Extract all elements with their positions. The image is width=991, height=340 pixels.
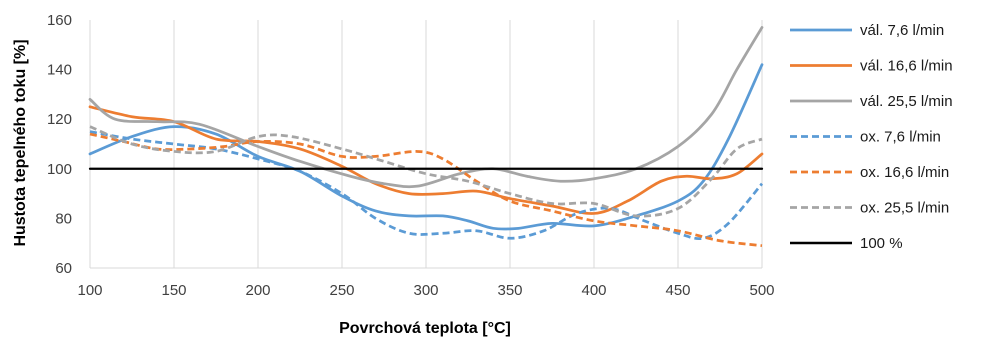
x-tick-label-5: 350 bbox=[497, 282, 522, 299]
legend-label-3: ox. 7,6 l/min bbox=[860, 129, 941, 146]
y-tick-label-2: 100 bbox=[47, 161, 72, 178]
series-line-4 bbox=[89, 132, 763, 248]
y-tick-label-0: 60 bbox=[55, 260, 72, 277]
x-tick-labels: 100 150 200 250 300 350 400 450 500 bbox=[77, 282, 774, 299]
x-tick-label-7: 450 bbox=[665, 282, 690, 299]
series-line-5 bbox=[89, 125, 763, 218]
y-tick-label-3: 120 bbox=[47, 111, 72, 128]
x-tick-label-6: 400 bbox=[581, 282, 606, 299]
x-tick-label-0: 100 bbox=[77, 282, 102, 299]
series-lines bbox=[88, 26, 764, 248]
x-tick-label-2: 200 bbox=[245, 282, 270, 299]
legend-label-6: 100 % bbox=[860, 235, 903, 252]
series-line-2 bbox=[88, 26, 764, 189]
x-tick-label-8: 500 bbox=[749, 282, 774, 299]
legend-label-2: vál. 25,5 l/min bbox=[860, 93, 953, 110]
legend-label-4: ox. 16,6 l/min bbox=[860, 164, 949, 181]
y-tick-label-4: 140 bbox=[47, 62, 72, 79]
y-tick-labels: 60 80 100 120 140 160 bbox=[47, 12, 72, 277]
series-line-1 bbox=[88, 105, 764, 215]
legend-label-1: vál. 16,6 l/min bbox=[860, 58, 953, 75]
y-tick-label-1: 80 bbox=[55, 210, 72, 227]
legend-label-5: ox. 25,5 l/min bbox=[860, 200, 949, 217]
series-line-0 bbox=[88, 63, 764, 231]
legend-label-0: vál. 7,6 l/min bbox=[860, 22, 944, 39]
x-axis-title: Povrchová teplota [°C] bbox=[339, 320, 511, 337]
legend: vál. 7,6 l/min vál. 16,6 l/min vál. 25,5 l… bbox=[790, 22, 953, 252]
x-tick-label-3: 250 bbox=[329, 282, 354, 299]
y-axis-title: Hustota tepelného toku [%] bbox=[12, 39, 29, 246]
x-tick-label-1: 150 bbox=[161, 282, 186, 299]
x-tick-label-4: 300 bbox=[413, 282, 438, 299]
y-tick-label-5: 160 bbox=[47, 12, 72, 29]
gridlines bbox=[89, 20, 763, 269]
series-line-3 bbox=[89, 130, 764, 240]
